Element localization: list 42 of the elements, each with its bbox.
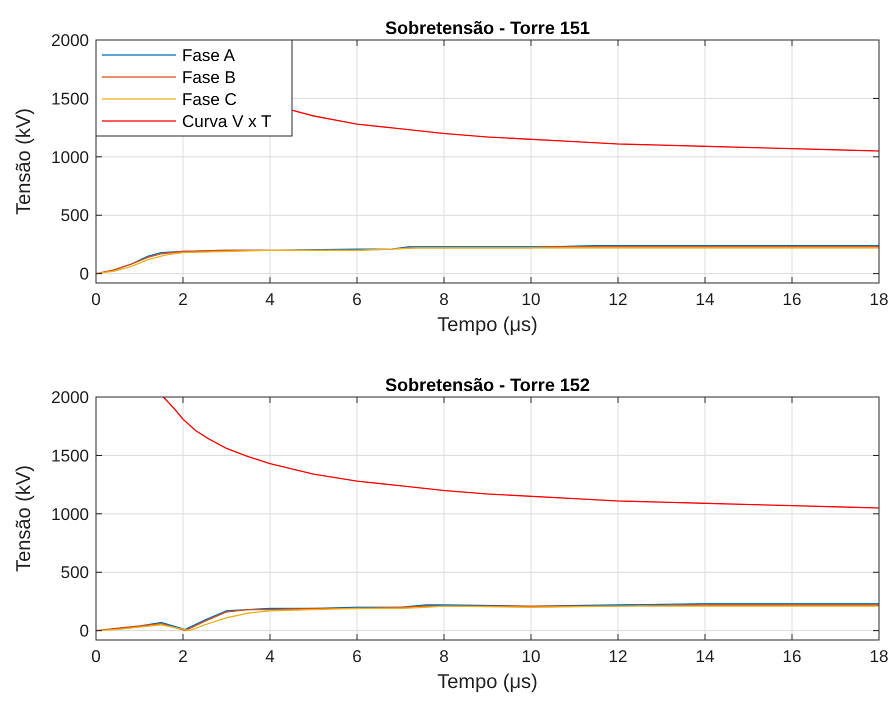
x-tick-label: 6 <box>352 647 362 666</box>
x-tick-label: 12 <box>608 647 628 666</box>
y-tick-label: 0 <box>80 622 89 641</box>
x-tick-label: 6 <box>352 290 362 309</box>
chart-title: Sobretensão - Torre 152 <box>385 375 590 395</box>
legend-label: Fase C <box>182 90 237 109</box>
x-tick-label: 18 <box>870 647 888 666</box>
x-axis-title: Tempo (μs) <box>437 314 538 336</box>
y-tick-label: 2000 <box>51 31 89 50</box>
x-tick-label: 4 <box>265 647 275 666</box>
y-tick-label: 500 <box>60 563 89 582</box>
y-axis-title: Tensão (kV) <box>13 108 35 215</box>
chart-title: Sobretensão - Torre 151 <box>385 18 590 38</box>
x-tick-label: 10 <box>522 647 540 666</box>
x-tick-label: 4 <box>265 290 275 309</box>
x-tick-label: 18 <box>870 290 888 309</box>
line-series <box>291 109 879 152</box>
x-tick-label: 14 <box>696 647 714 666</box>
y-tick-label: 1000 <box>51 504 89 524</box>
legend-label: Fase A <box>182 46 236 65</box>
y-tick-label: 500 <box>60 206 89 226</box>
legend-label: Fase B <box>182 68 236 87</box>
x-tick-label: 14 <box>696 290 714 309</box>
y-tick-label: 1500 <box>51 89 89 108</box>
x-axis-title: Tempo (μs) <box>437 671 538 693</box>
y-tick-label: 0 <box>80 264 89 284</box>
x-tick-label: 0 <box>91 290 101 309</box>
x-tick-label: 12 <box>608 290 628 309</box>
x-tick-label: 0 <box>91 647 101 666</box>
x-tick-label: 16 <box>782 647 802 666</box>
x-tick-label: 2 <box>178 290 188 309</box>
y-tick-label: 2000 <box>51 388 89 407</box>
legend-label: Curva V x T <box>182 112 272 131</box>
y-tick-label: 1000 <box>51 148 89 167</box>
x-tick-label: 2 <box>178 647 188 666</box>
y-axis-title: Tensão (kV) <box>13 465 35 572</box>
x-tick-label: 8 <box>439 647 449 666</box>
x-tick-label: 10 <box>522 290 540 309</box>
y-tick-label: 1500 <box>51 446 89 466</box>
line-series <box>162 397 879 509</box>
x-tick-label: 16 <box>782 290 802 309</box>
x-tick-label: 8 <box>439 290 449 309</box>
